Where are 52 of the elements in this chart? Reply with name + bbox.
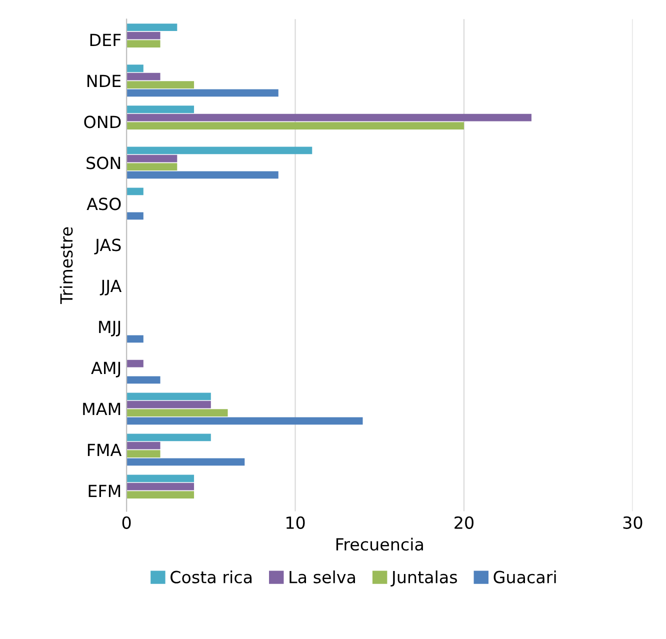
x-tick-label: 10 — [286, 516, 305, 529]
y-tick-label: OND — [84, 116, 121, 128]
bar — [126, 122, 464, 130]
x-tick-label: 0 — [122, 516, 131, 529]
legend-label: Guacari — [494, 570, 556, 584]
bar — [126, 72, 160, 80]
y-tick-label: JJA — [100, 280, 122, 296]
bar — [126, 400, 211, 408]
bar — [126, 474, 194, 482]
bar — [126, 64, 144, 72]
y-tick-label: MAM — [83, 402, 120, 416]
y-tick-label: JAS — [94, 238, 121, 254]
bar — [126, 458, 245, 466]
bar — [126, 24, 178, 32]
bar — [126, 146, 312, 154]
legend-label: Costa rica — [170, 570, 252, 584]
y-axis-title: Trimestre — [60, 227, 73, 304]
bar — [126, 188, 144, 196]
bar — [126, 409, 228, 416]
y-tick-label: ASO — [86, 198, 121, 210]
legend-label: Juntalas — [390, 570, 457, 586]
bar — [126, 450, 160, 458]
bar — [126, 114, 532, 122]
y-tick-label: EFM — [88, 484, 120, 498]
bar — [126, 32, 160, 40]
bar — [126, 491, 194, 498]
y-tick-label: SON — [86, 156, 120, 170]
bar — [126, 89, 278, 97]
bar — [126, 81, 194, 88]
y-tick-label: AMJ — [91, 362, 120, 378]
bar — [126, 392, 211, 400]
bar — [126, 335, 144, 343]
bar — [126, 376, 160, 384]
bar — [126, 417, 363, 425]
bar — [126, 212, 144, 220]
x-axis-title: Frecuencia — [336, 538, 423, 551]
bar — [126, 154, 178, 162]
bar — [126, 163, 178, 170]
bar — [126, 360, 144, 368]
y-tick-label: MJJ — [99, 320, 120, 336]
bar — [126, 482, 194, 490]
bar — [126, 434, 211, 442]
y-tick-label: FMA — [88, 444, 122, 456]
y-tick-label: NDE — [87, 74, 121, 88]
bar — [126, 106, 194, 114]
legend-label: La selva — [290, 570, 355, 584]
x-tick-label: 30 — [623, 516, 642, 529]
y-tick-label: DEF — [90, 34, 121, 46]
x-tick-label: 20 — [454, 516, 474, 529]
bar — [126, 171, 278, 179]
bar — [126, 40, 160, 48]
bar — [126, 442, 160, 450]
